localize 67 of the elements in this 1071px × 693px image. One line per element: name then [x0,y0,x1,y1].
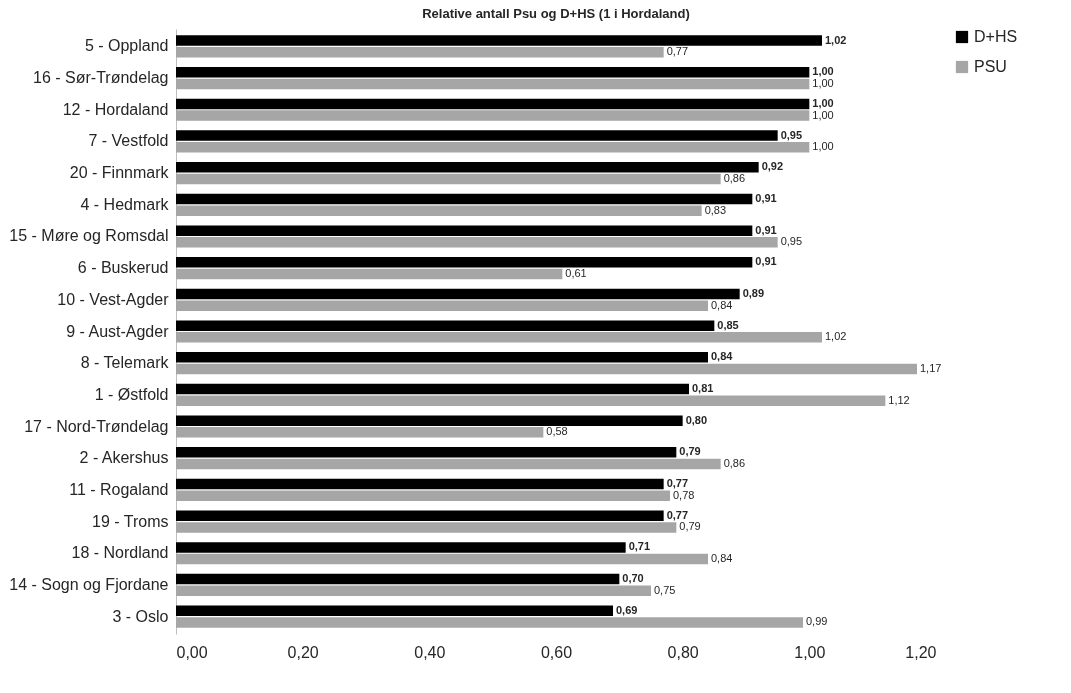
data-label: 0,77 [666,477,689,490]
data-label: 0,78 [673,488,695,501]
y-tick-label: 2 - Akershus [79,449,169,467]
data-label: 0,81 [692,382,714,395]
data-label: 0,79 [679,520,701,533]
data-label: 0,86 [723,171,746,184]
y-tick-label: 19 - Troms [92,512,169,530]
data-label: 0,89 [742,286,765,299]
x-tick-label: 0,40 [414,643,446,661]
y-tick-label: 9 - Aust-Agder [66,322,170,340]
y-tick-label: 3 - Oslo [112,607,169,625]
data-label: 0,80 [685,413,708,426]
data-label: 1,00 [812,140,834,153]
data-label: 1,00 [812,108,834,121]
data-label: 0,95 [780,128,803,141]
data-label: 1,00 [812,65,834,78]
y-tick-label: 7 - Vestfold [88,132,169,150]
y-tick-label: 10 - Vest-Agder [57,290,170,308]
y-tick-label: 11 - Rogaland [69,480,169,498]
data-label: 0,91 [755,255,777,268]
data-label: 1,02 [825,33,847,46]
y-tick-label: 17 - Nord-Trøndelag [24,417,169,435]
data-label: 0,85 [717,318,739,331]
y-tick-label: 4 - Hedmark [80,195,170,213]
x-tick-label: 1,00 [794,643,826,661]
x-tick-label: 1,20 [905,643,937,661]
x-tick-label: 0,60 [540,643,573,661]
legend-label: D+HS [974,28,1018,45]
data-label: 0,69 [616,603,638,616]
data-label: 1,02 [825,330,847,343]
data-label: 1,17 [920,362,942,375]
data-label: 1,12 [888,393,910,406]
x-tick-label: 0,00 [176,643,208,661]
x-tick-label: 0,20 [287,643,319,661]
data-label: 0,95 [780,235,803,248]
data-label: 0,79 [679,445,701,458]
data-label: 0,83 [704,203,727,216]
y-tick-label: 20 - Finnmark [69,164,170,182]
y-tick-label: 18 - Nordland [71,544,169,562]
data-label: 0,75 [654,583,676,596]
data-label: 0,61 [565,266,587,279]
x-tick-label: 0,80 [667,643,699,661]
y-tick-label: 15 - Møre og Romsdal [9,227,169,245]
data-label: 0,91 [755,223,777,236]
data-label: 0,99 [806,615,828,628]
data-label: 0,71 [628,540,651,553]
data-label: 0,84 [711,298,733,311]
data-label: 0,84 [711,350,734,363]
data-label: 0,58 [546,425,568,438]
y-tick-label: 1 - Østfold [94,385,169,403]
legend-label: PSU [974,58,1007,75]
data-label: 0,70 [622,572,644,585]
data-label: 0,84 [711,552,733,565]
y-tick-label: 12 - Hordaland [62,100,169,118]
data-label: 1,00 [812,96,834,109]
y-tick-label: 14 - Sogn og Fjordane [9,575,169,593]
data-label: 0,77 [666,508,689,521]
data-label: 1,00 [812,76,834,89]
y-tick-label: 5 - Oppland [84,37,169,55]
y-tick-label: 8 - Telemark [80,354,170,372]
data-label: 0,86 [723,457,746,470]
data-label: 0,91 [755,191,777,204]
chart-title: Relative antall Psu og D+HS (1 i Hordaland) [422,6,690,21]
y-tick-label: 16 - Sør-Trøndelag [33,69,169,87]
y-tick-label: 6 - Buskerud [77,259,169,277]
data-label: 0,92 [761,160,784,173]
data-label: 0,77 [666,45,689,58]
